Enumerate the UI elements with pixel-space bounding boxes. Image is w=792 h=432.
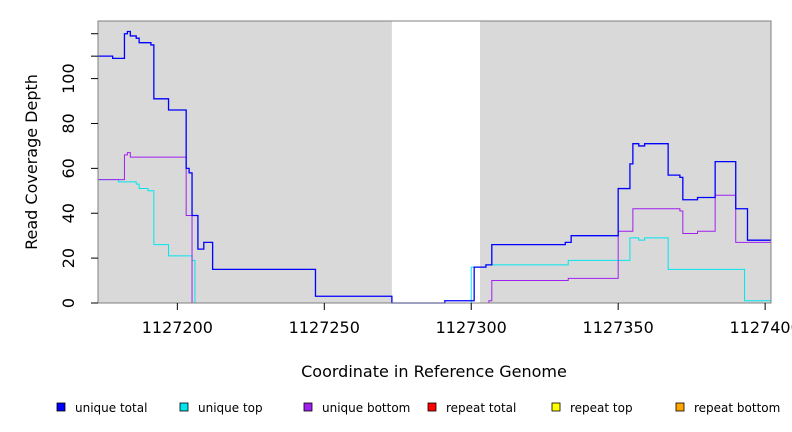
x-tick-label: 1127250 — [289, 318, 360, 337]
y-axis: 0 20 40 60 80 100 — [59, 33, 98, 308]
legend: unique total unique top unique bottom repea… — [56, 401, 780, 415]
legend-swatch — [179, 402, 189, 412]
legend-label: unique bottom — [322, 401, 410, 415]
series-line-unique-total — [98, 30, 771, 304]
legend-label: unique total — [75, 401, 147, 415]
y-tick-label: 100 — [59, 63, 78, 94]
y-axis-title: Read Coverage Depth — [22, 74, 41, 250]
legend-label: repeat bottom — [694, 401, 780, 415]
legend-swatch — [303, 402, 313, 412]
legend-swatch — [675, 402, 685, 412]
shaded-region — [98, 21, 392, 303]
legend-label: repeat top — [570, 401, 633, 415]
legend-swatch — [551, 402, 561, 412]
series-line-unique-bottom — [98, 152, 771, 304]
legend-swatch — [56, 402, 66, 412]
x-tick-label: 1127300 — [436, 318, 507, 337]
x-axis-title: Coordinate in Reference Genome — [301, 362, 567, 381]
y-tick-label: 40 — [59, 203, 78, 223]
y-tick-label: 80 — [59, 113, 78, 133]
x-tick-label: 1127200 — [142, 318, 213, 337]
legend-label: unique top — [198, 401, 263, 415]
plot-border — [97, 20, 772, 304]
y-tick-label: 60 — [59, 158, 78, 178]
y-tick-label: 0 — [59, 298, 78, 308]
legend-swatch — [427, 402, 437, 412]
y-tick-label: 20 — [59, 248, 78, 268]
x-tick-label: 1127350 — [583, 318, 654, 337]
legend-label: repeat total — [446, 401, 516, 415]
